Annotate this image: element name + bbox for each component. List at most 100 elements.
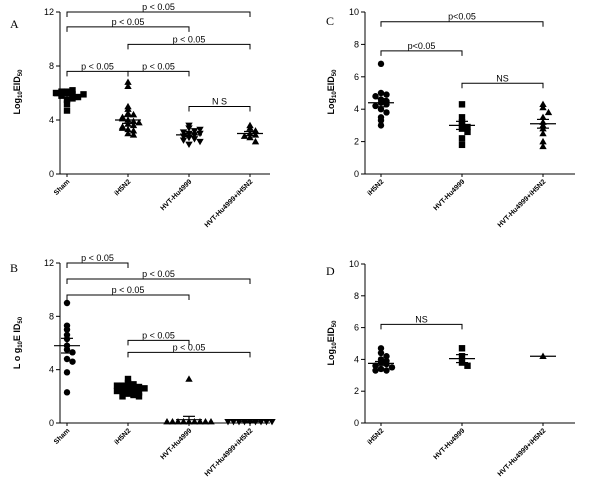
x-tick-label: iH5N2 bbox=[366, 178, 385, 197]
data-point bbox=[124, 105, 132, 112]
y-tick-label: 0 bbox=[49, 418, 54, 428]
data-point bbox=[190, 136, 199, 143]
y-label-sub: 10 bbox=[332, 91, 338, 98]
data-point bbox=[383, 353, 390, 360]
data-point bbox=[539, 142, 547, 150]
data-point bbox=[174, 417, 182, 425]
data-point bbox=[69, 349, 76, 356]
data-point bbox=[464, 128, 471, 136]
data-point bbox=[224, 418, 232, 426]
y-label-sub: 10 bbox=[18, 340, 24, 347]
data-point bbox=[124, 78, 132, 85]
y-tick-label: 6 bbox=[354, 72, 359, 82]
data-point bbox=[135, 389, 143, 396]
y-tick-label: 4 bbox=[49, 115, 54, 125]
x-tick-label: HVT-Hu4999+iH5N2 bbox=[204, 178, 255, 229]
data-point bbox=[196, 130, 204, 138]
data-point bbox=[190, 128, 199, 135]
comparison-label: p < 0.05 bbox=[112, 17, 145, 27]
data-point bbox=[372, 102, 379, 110]
data-point bbox=[383, 91, 390, 98]
y-tick-label: 2 bbox=[354, 386, 359, 396]
panel-d: D 0 2 4 6 8 10 iH5N2 HVT-Hu4999 HVT-Hu4999+iH5N2 L… bbox=[326, 259, 575, 478]
comparison-bracket bbox=[127, 43, 251, 50]
y-label-main: L o g bbox=[12, 348, 22, 369]
data-point bbox=[135, 119, 143, 126]
data-point bbox=[63, 326, 71, 333]
y-tick-label: 0 bbox=[354, 169, 359, 179]
data-point bbox=[113, 387, 121, 395]
data-point bbox=[185, 141, 193, 148]
data-point bbox=[135, 383, 143, 391]
data-point bbox=[196, 126, 204, 134]
y-tick-label: 2 bbox=[354, 137, 359, 147]
y-label-main2: E ID bbox=[12, 323, 22, 341]
data-point bbox=[130, 381, 137, 388]
data-point bbox=[383, 367, 390, 374]
data-point bbox=[124, 82, 132, 89]
data-point bbox=[130, 386, 137, 393]
x-tick-label: HVT-Hu4999 bbox=[433, 178, 467, 212]
data-point bbox=[458, 141, 466, 149]
y-tick-label: 4 bbox=[354, 104, 359, 114]
data-point bbox=[464, 123, 471, 131]
data-point bbox=[119, 393, 126, 400]
data-point bbox=[377, 117, 385, 124]
y-axis-label: Log10EID50 bbox=[12, 69, 24, 115]
data-point bbox=[196, 138, 204, 146]
data-point bbox=[124, 125, 132, 133]
data-point bbox=[69, 87, 76, 94]
data-point bbox=[377, 349, 385, 357]
data-point bbox=[372, 93, 379, 100]
comparison-bracket bbox=[66, 70, 129, 77]
data-point bbox=[69, 358, 76, 365]
panel-label: A bbox=[10, 17, 19, 31]
y-label-sub2: 50 bbox=[18, 316, 24, 323]
y-label-sub: 10 bbox=[332, 342, 338, 349]
x-tick-label: iH5N2 bbox=[113, 427, 132, 446]
comparison-label: NS bbox=[496, 73, 509, 83]
comparison-bracket bbox=[188, 106, 251, 112]
x-tick-label: HVT-Hu4999+iH5N2 bbox=[204, 427, 255, 478]
y-tick-label: 12 bbox=[44, 7, 54, 17]
data-point bbox=[377, 60, 385, 68]
panel-a: A 0 4 8 12 Sham iH5N2 HVT-Hu4999 HVT-Hu4999+iH5N… bbox=[10, 2, 270, 229]
data-point bbox=[388, 364, 396, 371]
comparison-label: p < 0.05 bbox=[173, 342, 206, 352]
data-point bbox=[383, 109, 390, 116]
data-point bbox=[458, 101, 466, 108]
comparison-bracket bbox=[66, 262, 129, 268]
y-tick-label: 8 bbox=[49, 311, 54, 321]
comparison-bracket bbox=[127, 70, 190, 77]
data-point bbox=[377, 89, 385, 97]
y-label-main: Log bbox=[326, 349, 336, 366]
y-tick-label: 4 bbox=[354, 354, 359, 364]
data-point bbox=[229, 418, 238, 426]
data-point bbox=[118, 124, 127, 131]
comparison-label: p<0.05 bbox=[408, 41, 436, 51]
data-point bbox=[63, 299, 71, 307]
y-tick-label: 0 bbox=[354, 418, 359, 428]
data-point bbox=[124, 109, 132, 116]
data-point bbox=[539, 137, 547, 145]
comparison-bracket bbox=[380, 323, 463, 330]
data-point bbox=[539, 113, 547, 121]
data-point bbox=[58, 88, 65, 95]
data-point bbox=[377, 345, 385, 352]
data-point bbox=[377, 122, 385, 129]
data-point bbox=[201, 417, 210, 425]
data-point bbox=[129, 127, 138, 134]
data-point bbox=[163, 417, 171, 425]
data-point bbox=[372, 367, 379, 374]
comparison-label: p < 0.05 bbox=[142, 269, 175, 279]
x-tick-label: iH5N2 bbox=[113, 178, 132, 197]
y-label-main2: EID bbox=[326, 327, 336, 343]
comparison-label: p < 0.05 bbox=[142, 330, 175, 340]
y-label-main: Log bbox=[12, 98, 22, 115]
data-point bbox=[185, 125, 193, 132]
data-point bbox=[80, 91, 87, 98]
data-point bbox=[377, 365, 385, 373]
y-tick-label: 12 bbox=[44, 258, 54, 268]
data-point bbox=[63, 369, 71, 376]
